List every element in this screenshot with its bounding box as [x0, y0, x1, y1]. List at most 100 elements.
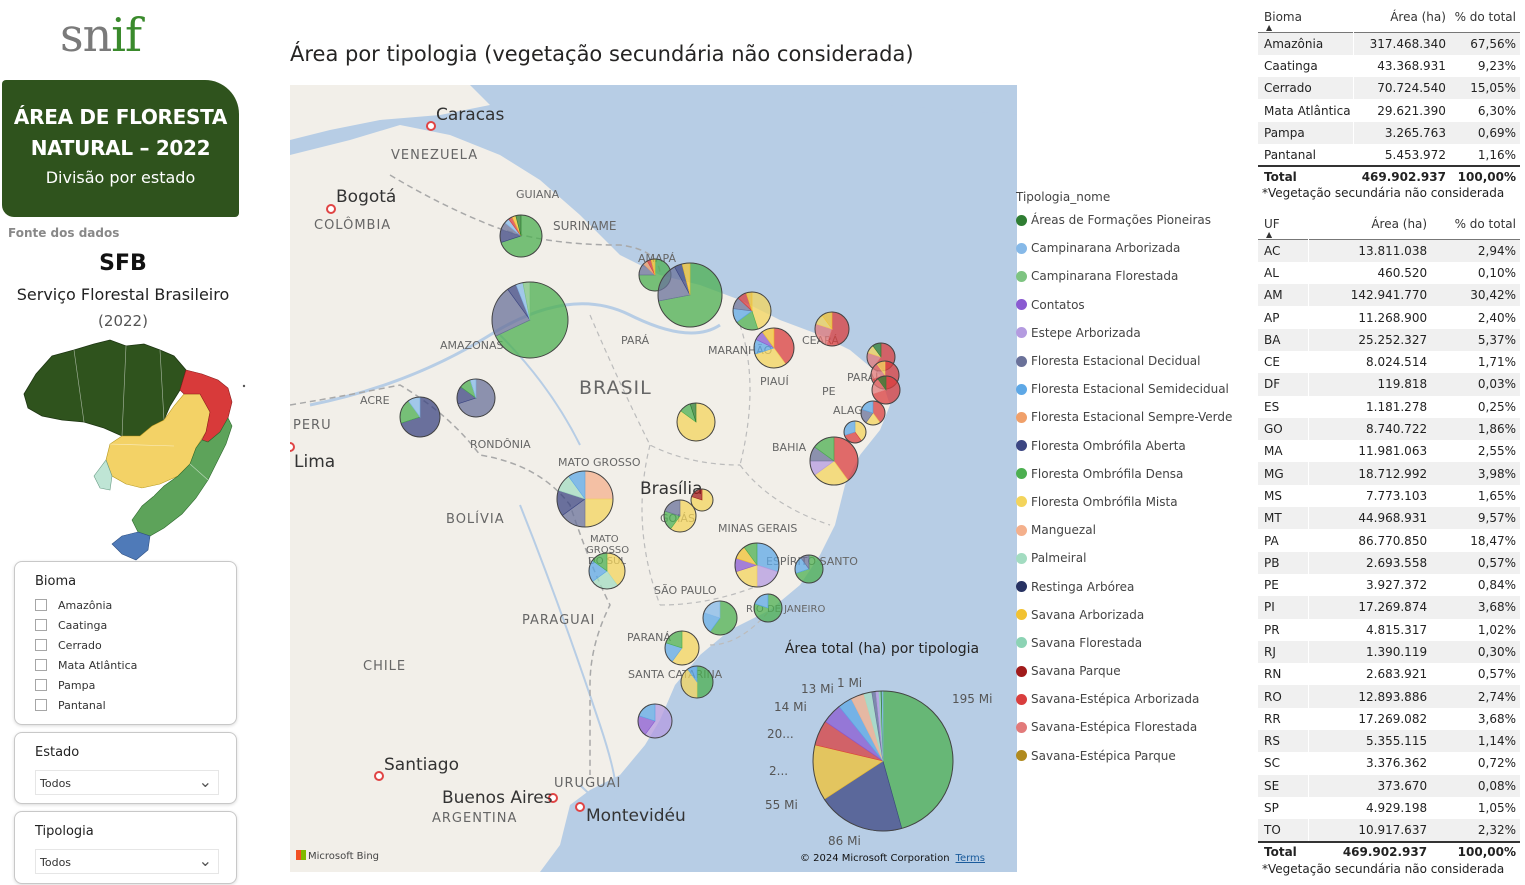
- uf-table-row[interactable]: BA 25.252.327 5,37%: [1258, 328, 1520, 351]
- terms-link[interactable]: Terms: [955, 853, 985, 864]
- pie-maranhao-north[interactable]: [732, 291, 772, 331]
- pie-ms[interactable]: [588, 552, 626, 590]
- legend-item[interactable]: Savana Arborizada: [1016, 601, 1251, 629]
- checkbox[interactable]: [35, 599, 47, 611]
- uf-table-row[interactable]: ES 1.181.278 0,25%: [1258, 395, 1520, 418]
- uf-table-row[interactable]: RS 5.355.115 1,14%: [1258, 730, 1520, 753]
- uf-table-row[interactable]: PE 3.927.372 0,84%: [1258, 573, 1520, 597]
- state-pie-markers[interactable]: [399, 214, 901, 739]
- uf-table-row[interactable]: RO 12.893.886 2,74%: [1258, 685, 1520, 708]
- uf-pct-header[interactable]: % do total: [1454, 217, 1516, 231]
- pie-para[interactable]: [657, 262, 723, 328]
- legend-item[interactable]: Manguezal: [1016, 516, 1251, 544]
- uf-table-row[interactable]: AM 142.941.770 30,42%: [1258, 284, 1520, 307]
- legend-item[interactable]: Floresta Estacional Decidual: [1016, 347, 1251, 375]
- uf-table-row[interactable]: SP 4.929.198 1,05%: [1258, 796, 1520, 820]
- uf-header[interactable]: UF ▲: [1258, 213, 1308, 240]
- legend-item[interactable]: Floresta Estacional Semidecidual: [1016, 375, 1251, 403]
- uf-table-row[interactable]: SE 373.670 0,08%: [1258, 774, 1520, 797]
- pie-mato-grosso[interactable]: [556, 470, 614, 528]
- uf-table-row[interactable]: MT 44.968.931 9,57%: [1258, 507, 1520, 530]
- pie-roraima[interactable]: [499, 214, 543, 258]
- pie-rondonia[interactable]: [456, 378, 496, 418]
- area-header[interactable]: Área (ha): [1390, 10, 1446, 24]
- legend-item[interactable]: Floresta Ombrófila Aberta: [1016, 432, 1251, 460]
- uf-table-row[interactable]: AL 460.520 0,10%: [1258, 261, 1520, 285]
- pct-header[interactable]: % do total: [1454, 10, 1516, 24]
- legend-item[interactable]: Palmeiral: [1016, 544, 1251, 572]
- uf-area-header[interactable]: Área (ha): [1371, 217, 1428, 231]
- uf-table-row[interactable]: DF 119.818 0,03%: [1258, 373, 1520, 396]
- pie-al[interactable]: [860, 400, 886, 426]
- uf-table-row[interactable]: AC 13.811.038 2,94%: [1258, 239, 1520, 262]
- uf-table-row[interactable]: MS 7.773.103 1,65%: [1258, 484, 1520, 508]
- bioma-option-pantanal[interactable]: Pantanal: [35, 695, 236, 715]
- pie-amazonas[interactable]: [491, 281, 569, 359]
- legend-item[interactable]: Contatos: [1016, 291, 1251, 319]
- bioma-option-cerrado[interactable]: Cerrado: [35, 635, 236, 655]
- legend-item[interactable]: Savana-Estépica Parque: [1016, 742, 1251, 770]
- uf-table-row[interactable]: SC 3.376.362 0,72%: [1258, 752, 1520, 775]
- pie-ceara[interactable]: [814, 311, 850, 347]
- legend-item[interactable]: Savana-Estépica Florestada: [1016, 713, 1251, 741]
- uf-table-row[interactable]: RJ 1.390.119 0,30%: [1258, 640, 1520, 664]
- bioma-option-mata-atlantica[interactable]: Mata Atlântica: [35, 655, 236, 675]
- checkbox[interactable]: [35, 639, 47, 651]
- pie-se[interactable]: [843, 420, 867, 444]
- bioma-option-pampa[interactable]: Pampa: [35, 675, 236, 695]
- pie-sc[interactable]: [680, 665, 714, 699]
- checkbox[interactable]: [35, 679, 47, 691]
- checkbox[interactable]: [35, 699, 47, 711]
- total-pie-chart[interactable]: [812, 690, 954, 832]
- pie-es[interactable]: [794, 554, 824, 584]
- pie-tocantins[interactable]: [676, 402, 716, 442]
- pie-rj[interactable]: [753, 593, 783, 623]
- uf-table-row[interactable]: TO 10.917.637 2,32%: [1258, 819, 1520, 842]
- legend-item[interactable]: Áreas de Formações Pioneiras: [1016, 206, 1251, 234]
- pie-maranhao[interactable]: [753, 327, 795, 369]
- pie-minas[interactable]: [734, 542, 780, 588]
- legend-item[interactable]: Floresta Ombrófila Densa: [1016, 460, 1251, 488]
- pie-bahia[interactable]: [809, 436, 859, 486]
- tipologia-dropdown[interactable]: Todos ⌄: [35, 849, 219, 874]
- uf-table-row[interactable]: PR 4.815.317 1,02%: [1258, 618, 1520, 641]
- bioma-table-row[interactable]: Pampa 3.265.763 0,69%: [1258, 121, 1520, 144]
- legend-item[interactable]: Floresta Estacional Sempre-Verde: [1016, 403, 1251, 431]
- map-visual[interactable]: Caracas VENEZUELA Bogotá COLÔMBIA GUIANA…: [290, 85, 1017, 872]
- pie-acre[interactable]: [399, 396, 441, 438]
- bioma-table-row[interactable]: Amazônia 317.468.340 67,56%: [1258, 32, 1520, 55]
- bioma-table-row[interactable]: Caatinga 43.368.931 9,23%: [1258, 54, 1520, 78]
- uf-table-row[interactable]: GO 8.740.722 1,86%: [1258, 417, 1520, 441]
- bioma-option-caatinga[interactable]: Caatinga: [35, 615, 236, 635]
- map-canvas[interactable]: Caracas VENEZUELA Bogotá COLÔMBIA GUIANA…: [290, 85, 1017, 872]
- pie-df[interactable]: [690, 488, 714, 512]
- bioma-header[interactable]: Bioma ▲: [1258, 6, 1353, 33]
- uf-table-row[interactable]: PA 86.770.850 18,47%: [1258, 529, 1520, 552]
- pie-pr[interactable]: [664, 630, 700, 666]
- uf-table-row[interactable]: RR 17.269.082 3,68%: [1258, 707, 1520, 731]
- legend-item[interactable]: Campinarana Florestada: [1016, 262, 1251, 290]
- uf-table-row[interactable]: RN 2.683.921 0,57%: [1258, 663, 1520, 686]
- pie-sp[interactable]: [702, 600, 738, 636]
- uf-table-row[interactable]: CE 8.024.514 1,71%: [1258, 350, 1520, 374]
- bioma-table-row[interactable]: Mata Atlântica 29.621.390 6,30%: [1258, 99, 1520, 122]
- bioma-table-row[interactable]: Pantanal 5.453.972 1,16%: [1258, 143, 1520, 167]
- legend-item[interactable]: Campinarana Arborizada: [1016, 234, 1251, 262]
- uf-table-row[interactable]: MG 18.712.992 3,98%: [1258, 462, 1520, 485]
- estado-dropdown[interactable]: Todos ⌄: [35, 770, 219, 795]
- legend-item[interactable]: Savana-Estépica Arborizada: [1016, 685, 1251, 713]
- legend-item[interactable]: Restinga Arbórea: [1016, 572, 1251, 600]
- legend-item[interactable]: Savana Florestada: [1016, 629, 1251, 657]
- legend-item[interactable]: Estepe Arborizada: [1016, 319, 1251, 347]
- uf-table-row[interactable]: MA 11.981.063 2,55%: [1258, 440, 1520, 463]
- bioma-table-row[interactable]: Cerrado 70.724.540 15,05%: [1258, 77, 1520, 100]
- checkbox[interactable]: [35, 619, 47, 631]
- pie-rs[interactable]: [637, 703, 673, 739]
- legend-item[interactable]: Floresta Ombrófila Mista: [1016, 488, 1251, 516]
- uf-table-row[interactable]: PB 2.693.558 0,57%: [1258, 551, 1520, 574]
- uf-table-row[interactable]: PI 17.269.874 3,68%: [1258, 596, 1520, 619]
- pie-pe[interactable]: [871, 375, 901, 405]
- pie-goias[interactable]: [663, 499, 697, 533]
- uf-table-row[interactable]: AP 11.268.900 2,40%: [1258, 306, 1520, 329]
- checkbox[interactable]: [35, 659, 47, 671]
